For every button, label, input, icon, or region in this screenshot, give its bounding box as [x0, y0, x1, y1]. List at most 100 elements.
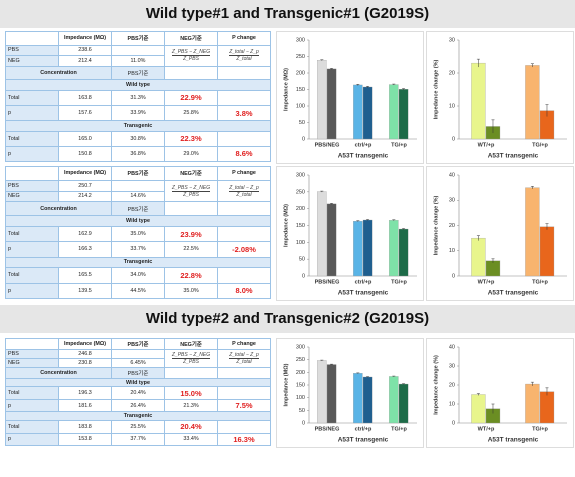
cell — [111, 179, 165, 192]
formula-cell: Z_PBS − Z_NEG Z_PBS — [164, 44, 218, 67]
cell: 8.6% — [217, 145, 271, 163]
y-tick-label: 250 — [296, 54, 305, 60]
formula-numerator: Z_PBS − Z_NEG — [171, 49, 211, 56]
cell — [217, 89, 271, 107]
cell: 3.8% — [217, 105, 271, 122]
cell: 37.7% — [111, 432, 165, 446]
bar — [525, 383, 540, 424]
cell: 153.8 — [58, 432, 112, 446]
x-axis-label: A53T transgenic — [338, 437, 389, 444]
cell — [217, 366, 271, 379]
data-table: Impedance (MΩ) PBS기준 NEG기준 P change PBS 250.7… — [5, 166, 271, 300]
header-cell — [5, 166, 59, 181]
formula-numerator: Z_total − Z_p — [229, 351, 259, 358]
row-label: p — [5, 282, 59, 300]
table-row: p 166.3 33.7% 22.5% -2.08% — [5, 241, 271, 258]
section-title: Wild type#1 and Transgenic#1 (G2019S) — [0, 0, 575, 28]
cell: 165.5 — [58, 267, 112, 284]
cell: 7.5% — [217, 398, 271, 413]
cell: 212.4 — [58, 55, 112, 67]
cell: 214.2 — [58, 190, 112, 203]
header-cell: NEG기준 — [164, 337, 218, 351]
x-tick-label: ctrl/+p — [355, 426, 372, 432]
formula-numerator: Z_total − Z_p — [229, 184, 259, 191]
cell: 25.5% — [111, 420, 165, 434]
y-tick-label: 150 — [296, 223, 305, 229]
cell: 30.8% — [111, 130, 165, 147]
cell: 34.0% — [111, 267, 165, 284]
table-row: PBS 246.8 Z_PBS − Z_NEG Z_PBS Z_total − Z_p Z… — [5, 349, 271, 368]
row-label: NEG — [5, 190, 59, 203]
y-tick-label: 150 — [296, 87, 305, 93]
row-label: Total — [5, 89, 59, 107]
chart: Impedance change (%) 0 10 20 30 40 WT/+p TG/+p A… — [426, 166, 574, 301]
table-row: Concentration PBS기준 — [5, 65, 271, 81]
cell: 33.4% — [164, 432, 218, 446]
cell — [217, 201, 271, 217]
bar — [398, 228, 409, 277]
row-label: PBS — [5, 44, 59, 57]
cell: 163.8 — [58, 89, 112, 107]
cell: 21.3% — [164, 398, 218, 413]
y-tick-label: 0 — [452, 420, 455, 426]
header-cell — [5, 31, 59, 46]
formula-denominator: Z_PBS — [171, 190, 211, 198]
error-bar — [356, 84, 360, 86]
bar — [326, 68, 337, 140]
y-tick-label: 0 — [452, 273, 455, 279]
cell: 22.3% — [164, 130, 218, 147]
group-cell: Transgenic — [5, 120, 271, 132]
bar — [389, 376, 399, 424]
x-tick-label: TG/+p — [391, 426, 407, 432]
cell: 150.8 — [58, 145, 112, 163]
y-tick-label: 0 — [452, 136, 455, 142]
error-bar — [330, 68, 334, 70]
error-bar — [491, 119, 495, 134]
row-label: PBS — [5, 179, 59, 192]
bar — [389, 84, 399, 140]
bar — [398, 383, 409, 424]
y-tick-label: 40 — [449, 344, 455, 350]
cell: 14.6% — [111, 190, 165, 203]
y-axis-label: Impedance (MΩ) — [283, 204, 289, 247]
cell: 26.4% — [111, 398, 165, 413]
cell: 165.0 — [58, 130, 112, 147]
y-axis-label: Impedance (MΩ) — [283, 68, 289, 111]
error-bar — [491, 403, 495, 414]
cell: 139.5 — [58, 282, 112, 300]
row-label: NEG — [5, 55, 59, 67]
formula: Z_total − Z_p Z_total — [229, 49, 259, 62]
cell: 20.4% — [164, 420, 218, 434]
y-tick-label: 200 — [296, 370, 305, 376]
cell: 23.9% — [164, 225, 218, 243]
header-row: Impedance (MΩ) PBS기준 NEG기준 P change — [5, 31, 271, 46]
error-bar — [530, 63, 534, 68]
cell: 36.8% — [111, 145, 165, 163]
error-bar — [545, 387, 549, 396]
bar — [539, 226, 555, 277]
table-row: p 153.8 37.7% 33.4% 16.3% — [5, 432, 271, 446]
cell — [217, 267, 271, 284]
cell: 20.4% — [111, 386, 165, 400]
x-tick-label: PBS/NEG — [315, 142, 340, 148]
y-tick-label: 200 — [296, 206, 305, 212]
data-table: Impedance (MΩ) PBS기준 NEG기준 P change PBS 246.8… — [5, 337, 271, 446]
cell — [217, 225, 271, 243]
formula-denominator: Z_total — [229, 55, 259, 62]
cell: 238.6 — [58, 44, 112, 57]
cell: 157.6 — [58, 105, 112, 122]
x-tick-label: WT/+p — [478, 426, 495, 432]
formula-denominator: Z_PBS — [171, 357, 211, 365]
error-bar — [356, 372, 360, 374]
bar — [362, 219, 373, 277]
formula-denominator: Z_total — [229, 357, 259, 365]
formula-numerator: Z_total − Z_p — [229, 49, 259, 56]
table-row: p 157.6 33.9% 25.8% 3.8% — [5, 105, 271, 122]
row-label: PBS — [5, 349, 59, 359]
header-cell: Impedance (MΩ) — [58, 337, 112, 351]
formula-cell: Z_total − Z_p Z_total — [217, 44, 271, 67]
y-tick-label: 50 — [299, 257, 305, 263]
table-row: Total 165.5 34.0% 22.8% — [5, 267, 271, 284]
cell: 162.9 — [58, 225, 112, 243]
